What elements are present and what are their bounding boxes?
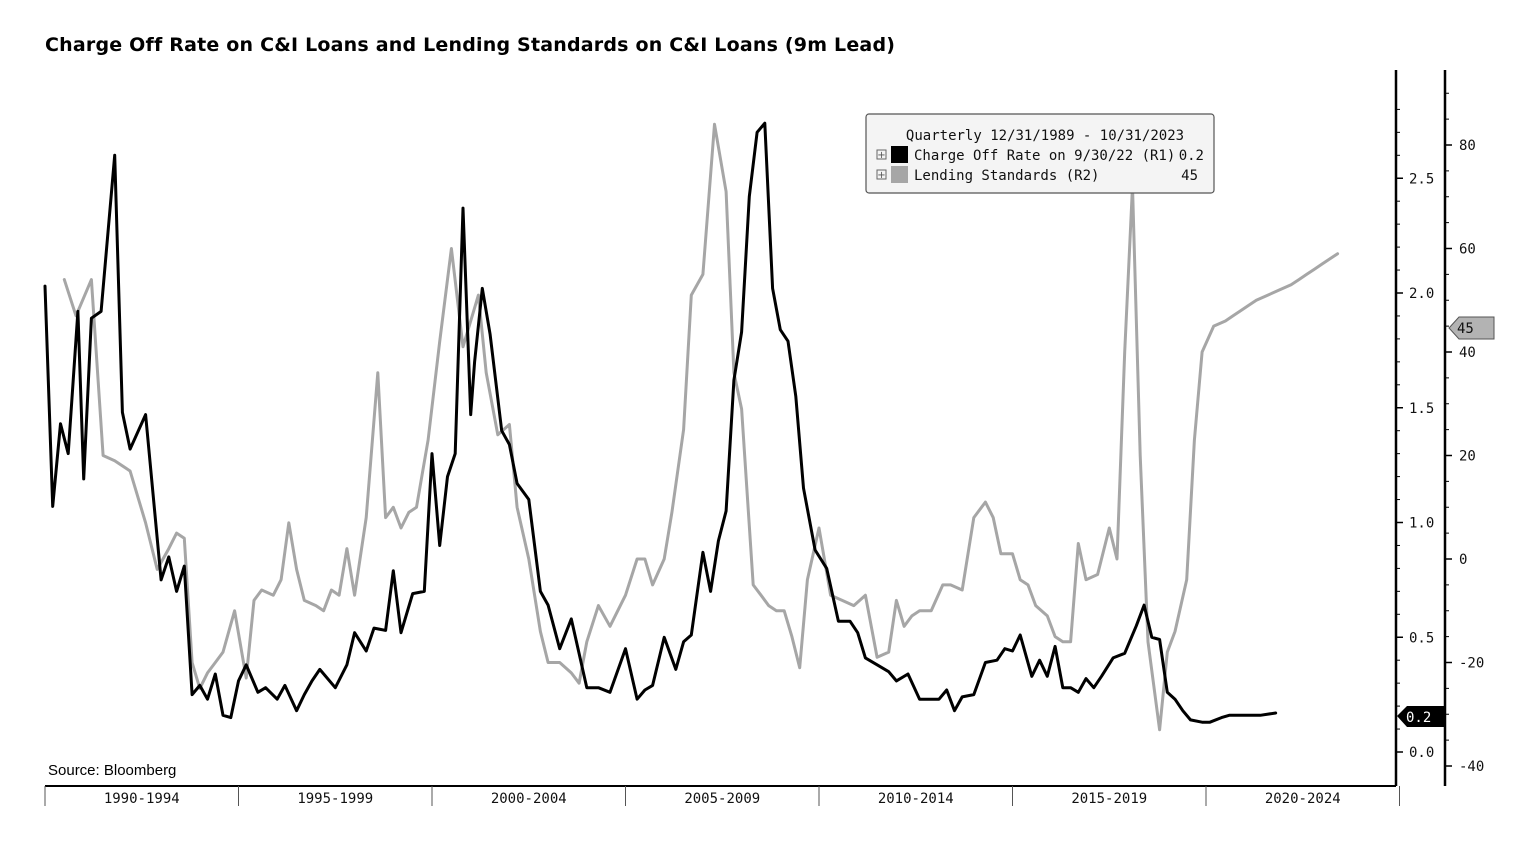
r2-tick-label: 0 xyxy=(1459,552,1467,568)
r2-tick-label: -20 xyxy=(1459,656,1484,672)
x-period-label: 1995-1999 xyxy=(297,791,373,807)
chart-legend: Quarterly 12/31/1989 - 10/31/2023 + Char… xyxy=(865,113,1215,194)
r1-tick-label: 1.0 xyxy=(1409,516,1434,532)
x-period-label: 2000-2004 xyxy=(491,791,567,807)
series-layer xyxy=(43,121,1340,732)
series-line-lending-standards xyxy=(62,122,1340,732)
r2-tick-label: -40 xyxy=(1459,759,1484,775)
plus-icon: + xyxy=(877,150,885,161)
series-line-charge-off xyxy=(43,121,1278,724)
x-period-label: 2020-2024 xyxy=(1265,791,1341,807)
r1-tick-label: 0.5 xyxy=(1409,630,1434,646)
last-value-tags: 0.2 45 xyxy=(1397,316,1495,727)
legend-swatch-charge-off xyxy=(891,146,908,163)
last-value-tag-r2-label: 45 xyxy=(1457,321,1474,337)
legend-box xyxy=(865,113,1215,194)
r2-tick-label: 60 xyxy=(1459,242,1476,258)
r2-tick-label: 40 xyxy=(1459,345,1476,361)
plus-icon: + xyxy=(877,170,885,181)
legend-swatch-lending xyxy=(891,166,908,183)
expand-icon[interactable] xyxy=(876,149,887,160)
chart-title: Charge Off Rate on C&I Loans and Lending… xyxy=(45,34,896,56)
expand-icon[interactable] xyxy=(876,169,887,180)
source-note: Source: Bloomberg xyxy=(48,762,177,779)
legend-label-charge-off: Charge Off Rate on 9/30/22 (R1) xyxy=(914,148,1175,164)
last-value-tag-r1 xyxy=(1397,706,1445,727)
r1-tick-label: 2.0 xyxy=(1409,286,1434,302)
legend-value-lending: 45 xyxy=(1181,168,1198,184)
legend-value-charge-off: 0.2 xyxy=(1179,148,1204,164)
legend-header: Quarterly 12/31/1989 - 10/31/2023 xyxy=(906,128,1184,144)
legend-label-lending: Lending Standards (R2) xyxy=(914,168,1099,184)
last-value-tag-r2 xyxy=(1448,316,1495,340)
r1-tick-label: 0.0 xyxy=(1409,745,1434,761)
x-period-label: 2015-2019 xyxy=(1071,791,1147,807)
r1-tick-label: 2.5 xyxy=(1409,171,1434,187)
axes-layer: 1990-1994 1995-1999 2000-2004 2005-2009 2010… xyxy=(44,70,1484,807)
x-period-label: 1990-1994 xyxy=(104,791,180,807)
last-value-tag-r1-label: 0.2 xyxy=(1406,710,1431,726)
x-period-label: 2005-2009 xyxy=(684,791,760,807)
r1-tick-label: 1.5 xyxy=(1409,401,1434,417)
r2-tick-label: 80 xyxy=(1459,138,1476,154)
r2-tick-label: 20 xyxy=(1459,449,1476,465)
x-period-label: 2010-2014 xyxy=(878,791,954,807)
